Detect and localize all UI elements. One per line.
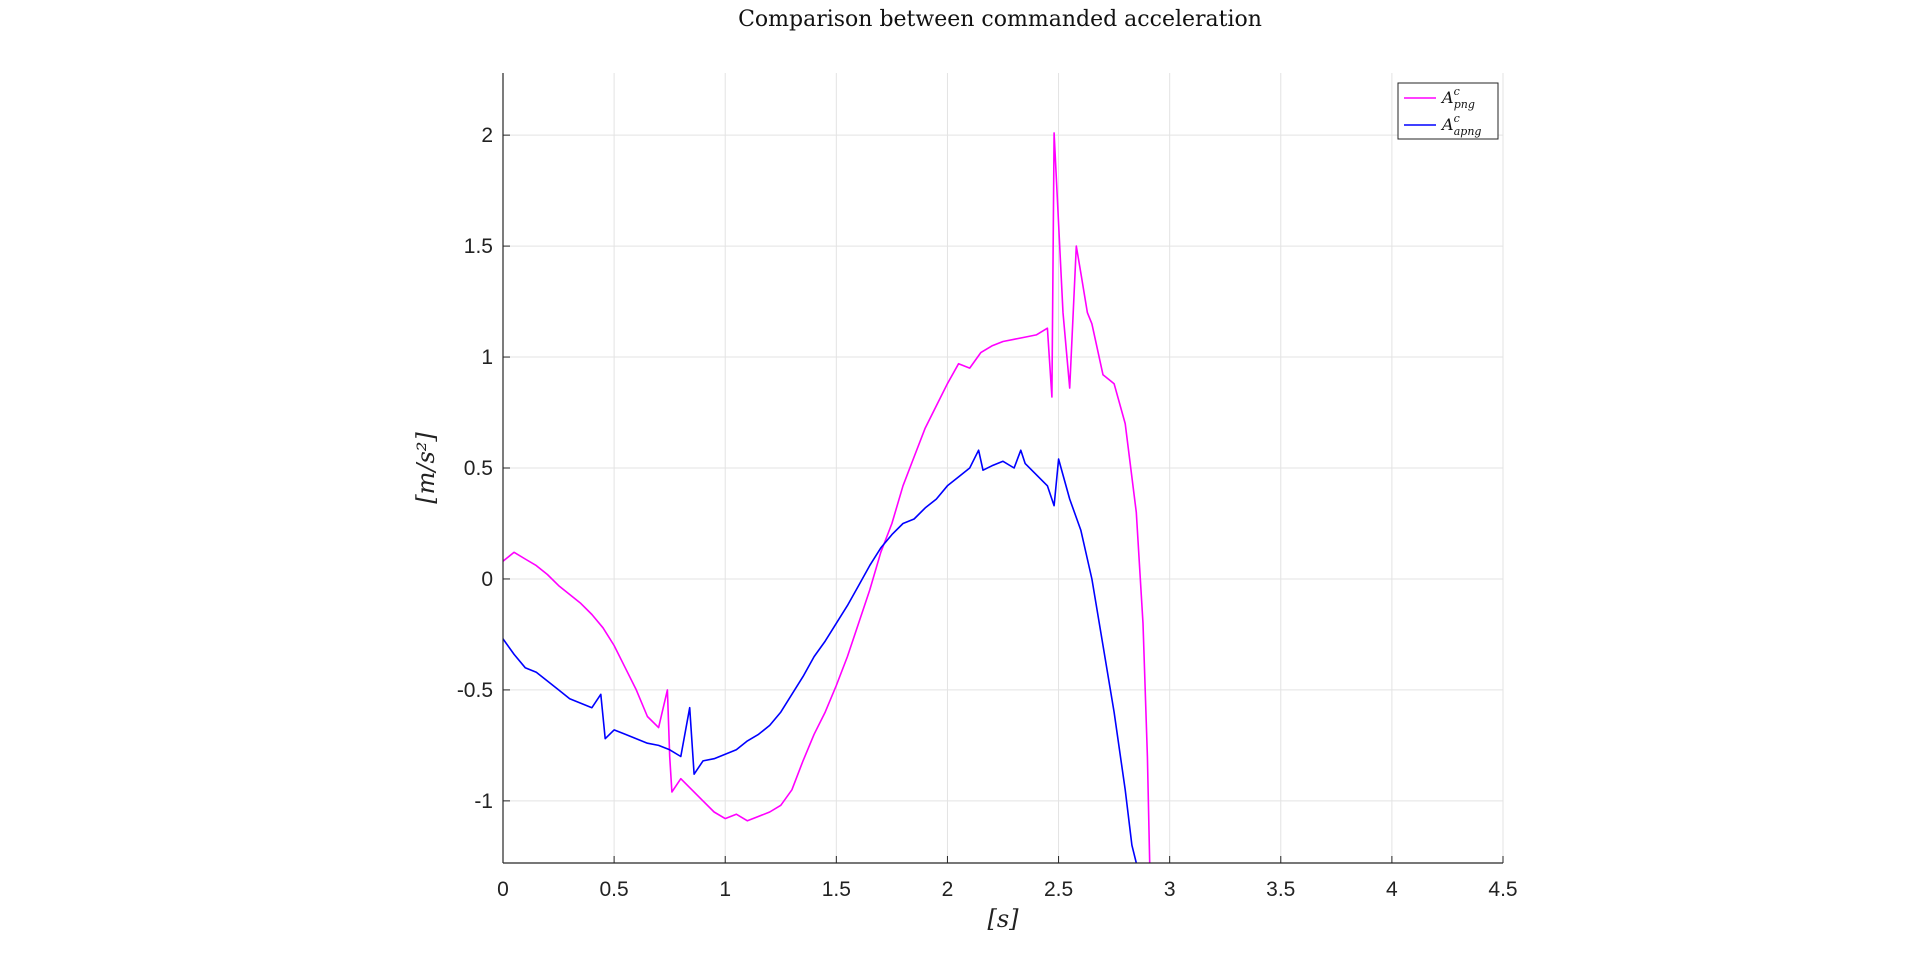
tick-layer: 0 0.5 1 1.5 2 2.5 3 3.5 4 4.5 2 1.5 1 0.5 0 -0.5 -1: [457, 124, 1518, 901]
x-tick-label: 3: [1164, 878, 1176, 901]
x-tick-label: 1: [719, 878, 731, 901]
series-layer: [503, 132, 1151, 863]
chart-title: Comparison between commanded acceleratio…: [738, 7, 1262, 32]
grid-lines: [503, 73, 1504, 863]
series-line-apng: [503, 449, 1138, 863]
legend: Ac png Ac apng: [1397, 82, 1499, 140]
y-axis-label: [m/s²]: [412, 432, 440, 504]
legend-entry-apng: Ac apng: [1440, 112, 1481, 138]
x-tick-label: 4.5: [1488, 878, 1517, 901]
y-tick-label: 2: [481, 124, 493, 147]
series-line-png: [503, 132, 1151, 863]
x-axis-label: [s]: [987, 905, 1019, 933]
x-tick-label: 3.5: [1266, 878, 1295, 901]
y-tick-label: 0.5: [464, 457, 493, 480]
x-tick-label: 1.5: [822, 878, 851, 901]
x-tick-label: 0.5: [600, 878, 629, 901]
y-tick-label: -0.5: [457, 679, 493, 702]
legend-box: [1397, 82, 1499, 140]
legend-entry-png: Ac png: [1440, 85, 1475, 111]
x-tick-label: 2: [942, 878, 954, 901]
y-tick-label: -1: [474, 790, 493, 813]
y-tick-label: 1: [481, 346, 493, 369]
x-tick-label: 2.5: [1044, 878, 1073, 901]
x-tick-label: 4: [1386, 878, 1398, 901]
y-tick-label: 1.5: [464, 235, 493, 258]
x-tick-label: 0: [497, 878, 509, 901]
y-tick-label: 0: [481, 568, 493, 591]
